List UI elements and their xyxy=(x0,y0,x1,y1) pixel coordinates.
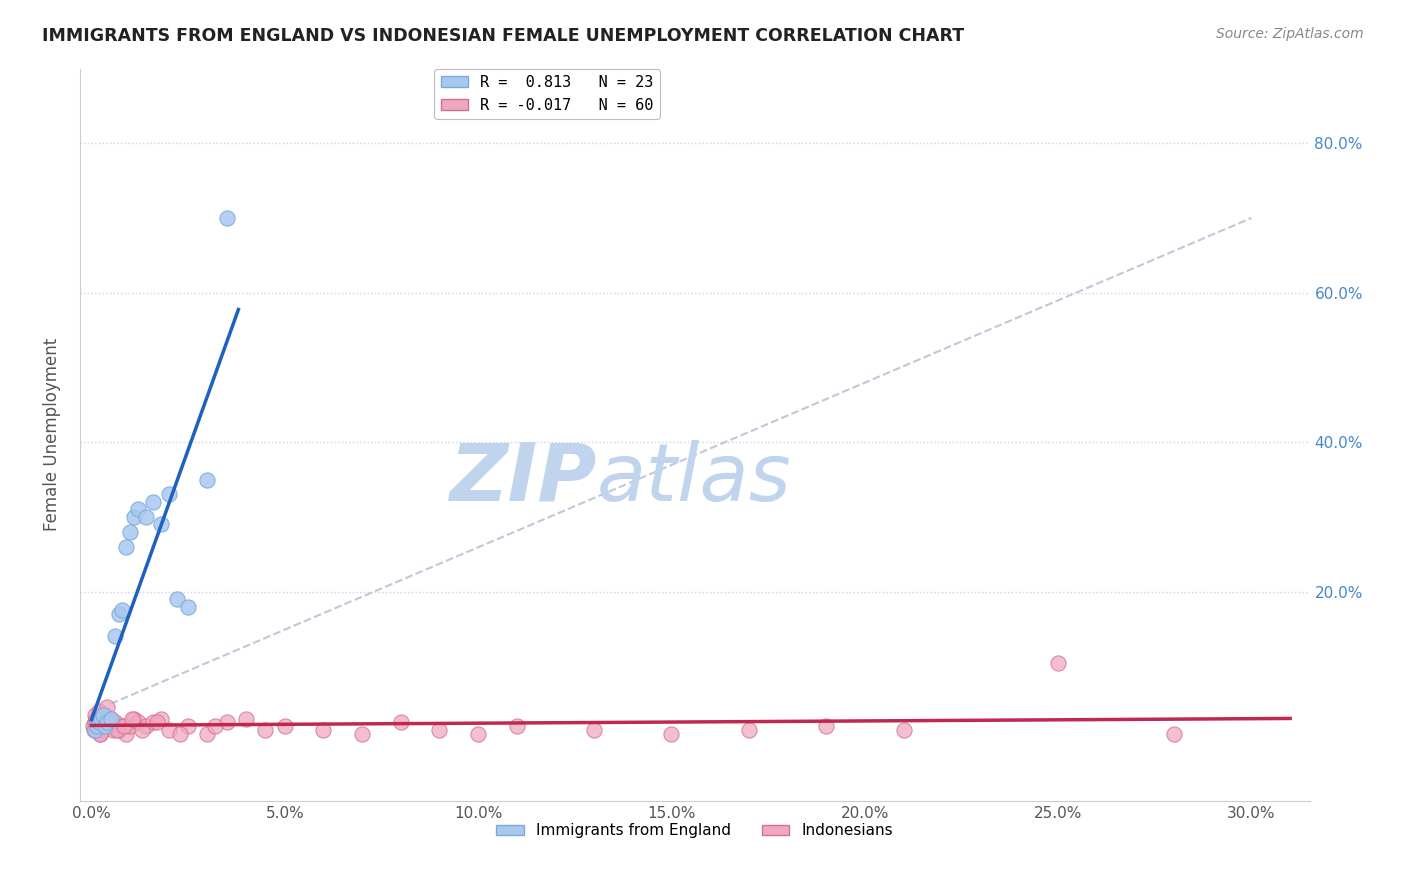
Point xyxy=(215,211,238,225)
Point xyxy=(96,712,118,726)
Point xyxy=(105,723,128,737)
Point xyxy=(111,719,134,733)
Point xyxy=(86,712,108,726)
Point xyxy=(506,719,529,733)
Point xyxy=(235,712,257,726)
Point xyxy=(169,726,191,740)
Point xyxy=(94,719,117,733)
Point xyxy=(86,712,108,726)
Text: Source: ZipAtlas.com: Source: ZipAtlas.com xyxy=(1216,27,1364,41)
Point xyxy=(215,715,238,730)
Point xyxy=(111,603,134,617)
Point xyxy=(112,719,135,733)
Point xyxy=(89,726,111,740)
Point xyxy=(96,700,118,714)
Point xyxy=(104,630,127,644)
Point xyxy=(84,723,107,737)
Point xyxy=(197,473,219,487)
Point xyxy=(84,723,107,737)
Point xyxy=(166,592,188,607)
Point xyxy=(661,726,683,740)
Point xyxy=(97,719,120,733)
Point xyxy=(84,715,107,730)
Point xyxy=(87,719,110,733)
Point xyxy=(274,719,297,733)
Point xyxy=(83,708,105,723)
Point xyxy=(1047,656,1070,670)
Point xyxy=(87,719,110,733)
Text: IMMIGRANTS FROM ENGLAND VS INDONESIAN FEMALE UNEMPLOYMENT CORRELATION CHART: IMMIGRANTS FROM ENGLAND VS INDONESIAN FE… xyxy=(42,27,965,45)
Point xyxy=(84,715,107,730)
Point xyxy=(389,715,412,730)
Point xyxy=(96,715,118,730)
Point xyxy=(254,723,277,737)
Point xyxy=(86,719,108,733)
Point xyxy=(91,708,114,723)
Point xyxy=(120,524,142,539)
Point xyxy=(312,723,335,737)
Point xyxy=(122,712,145,726)
Point xyxy=(91,723,114,737)
Point xyxy=(177,599,200,614)
Point xyxy=(142,495,165,509)
Point xyxy=(177,719,200,733)
Point xyxy=(107,723,129,737)
Legend: Immigrants from England, Indonesians: Immigrants from England, Indonesians xyxy=(491,817,898,845)
Point xyxy=(157,723,180,737)
Point xyxy=(98,715,121,730)
Point xyxy=(131,723,153,737)
Point xyxy=(90,715,112,730)
Point xyxy=(135,509,157,524)
Point xyxy=(94,708,117,723)
Point xyxy=(121,712,143,726)
Point xyxy=(893,723,915,737)
Point xyxy=(100,712,122,726)
Point xyxy=(83,723,105,737)
Point xyxy=(204,719,226,733)
Point xyxy=(104,715,127,730)
Point xyxy=(146,715,169,730)
Point xyxy=(583,723,606,737)
Point xyxy=(115,726,138,740)
Point xyxy=(91,719,114,733)
Point xyxy=(100,712,122,726)
Point xyxy=(127,715,149,730)
Text: ZIP: ZIP xyxy=(449,440,596,517)
Point xyxy=(197,726,219,740)
Point xyxy=(89,704,111,718)
Point xyxy=(150,517,173,532)
Point xyxy=(107,607,129,621)
Point xyxy=(135,719,157,733)
Point xyxy=(127,502,149,516)
Point xyxy=(82,719,104,733)
Point xyxy=(467,726,489,740)
Point xyxy=(89,726,111,740)
Point xyxy=(101,723,124,737)
Y-axis label: Female Unemployment: Female Unemployment xyxy=(44,338,60,532)
Point xyxy=(150,712,173,726)
Point xyxy=(115,540,138,554)
Point xyxy=(157,487,180,501)
Point xyxy=(815,719,838,733)
Point xyxy=(1163,726,1185,740)
Point xyxy=(142,715,165,730)
Point xyxy=(352,726,374,740)
Text: atlas: atlas xyxy=(596,440,792,517)
Point xyxy=(122,509,145,524)
Point xyxy=(89,715,111,730)
Point xyxy=(429,723,451,737)
Point xyxy=(90,712,112,726)
Point xyxy=(120,719,142,733)
Point xyxy=(738,723,761,737)
